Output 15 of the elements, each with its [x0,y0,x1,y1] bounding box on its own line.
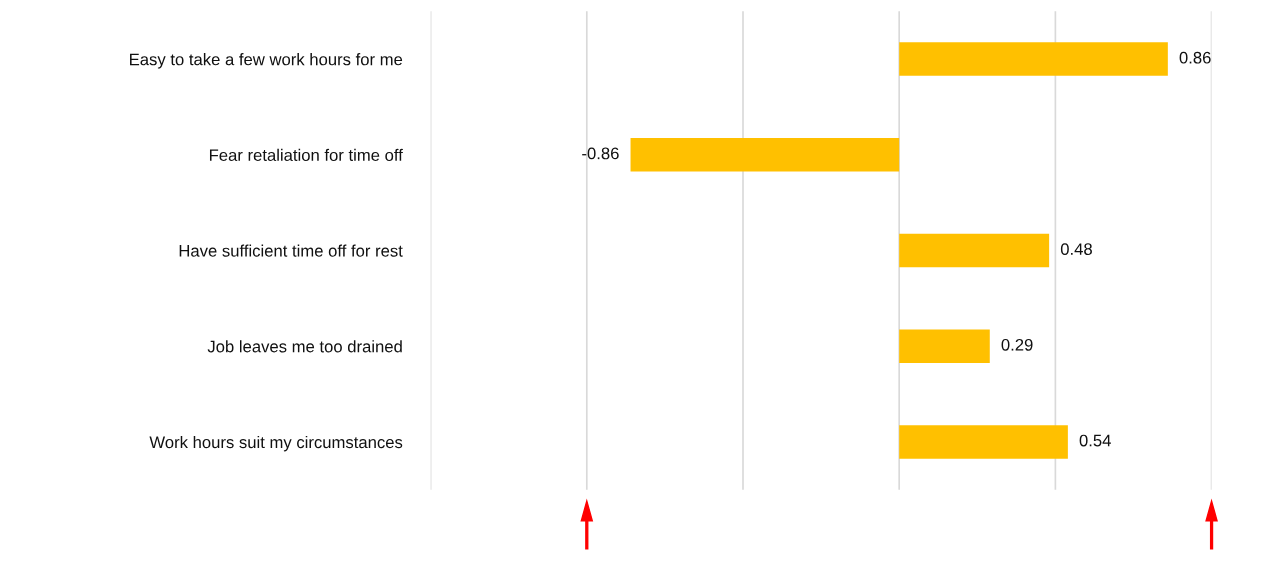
bar [630,138,900,172]
y-tick-label: Have sufficient time off for rest [179,244,403,257]
y-tick-label: Easy to take a few work hours for me [130,53,403,69]
data-label: 0.54 [1079,434,1111,447]
data-label: 0.29 [1001,338,1033,351]
data-label: 0.86 [1179,51,1211,64]
bar [899,42,1168,76]
data-label: -0.86 [582,147,619,160]
bar [899,425,1068,459]
y-tick-label: Work hours suit my circumstances [149,435,403,452]
y-tick-label: Job leaves me too drained [207,340,402,353]
bar [899,233,1050,268]
data-label: 0.48 [1060,243,1092,256]
y-tick-label: Fear retaliation for time off [209,148,403,162]
bar [899,329,990,363]
